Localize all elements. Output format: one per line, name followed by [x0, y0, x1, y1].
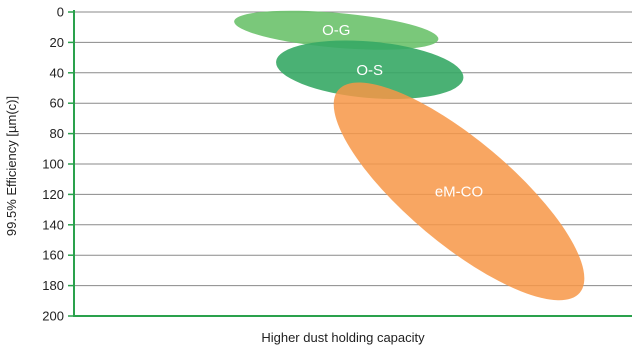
- y-tick-label-140: 140: [42, 217, 64, 232]
- y-axis-title: 99.5% Efficiency [µm(c)]: [4, 96, 19, 236]
- x-axis-title: Higher dust holding capacity: [261, 330, 425, 345]
- region-label-o-s: O-S: [356, 62, 383, 79]
- y-tick-label-20: 20: [50, 35, 64, 50]
- y-tick-labels: 0 20 40 60 80 100 120 140 160 180 200: [42, 5, 74, 324]
- y-tick-label-80: 80: [50, 126, 64, 141]
- y-tick-label-180: 180: [42, 278, 64, 293]
- region-label-o-g: O-G: [322, 22, 350, 39]
- y-tick-label-0: 0: [57, 5, 64, 20]
- y-tick-label-100: 100: [42, 157, 64, 172]
- y-tick-label-200: 200: [42, 309, 64, 324]
- region-o-s-ellipse: [276, 40, 464, 100]
- axes: [73, 10, 632, 317]
- y-tick-label-40: 40: [50, 65, 64, 80]
- y-tick-label-60: 60: [50, 96, 64, 111]
- region-label-em-co: eM-CO: [435, 183, 483, 200]
- region-labels: O-G O-S eM-CO: [322, 22, 483, 200]
- y-tick-label-120: 120: [42, 187, 64, 202]
- region-o-g-ellipse: [234, 10, 439, 50]
- regions: [234, 10, 585, 301]
- y-tick-label-160: 160: [42, 248, 64, 263]
- region-em-co-ellipse: [333, 82, 585, 301]
